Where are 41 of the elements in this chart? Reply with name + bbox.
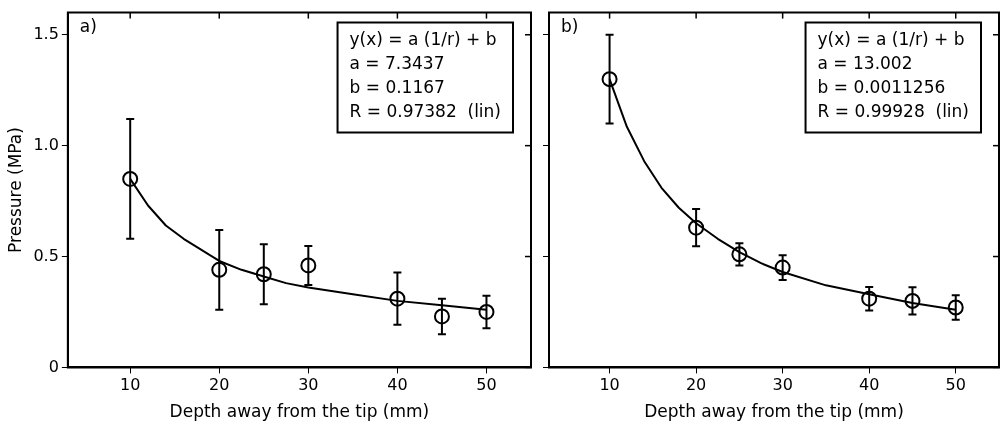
point [478, 303, 495, 320]
x-axis-title: Depth away from the tip (mm) [169, 401, 430, 422]
point [389, 290, 406, 307]
annotation: y(x) = a (1/r) + b [817, 28, 965, 49]
x-tick-label: 40 [387, 375, 408, 395]
x-axis-title: Depth away from the tip (mm) [644, 401, 904, 422]
point [601, 71, 618, 88]
annotation: R = 0.97382 (lin) [349, 100, 502, 121]
annotation: a) [79, 15, 97, 36]
y-tick-label: 0 [48, 356, 59, 376]
point [861, 290, 878, 307]
annotation: b) [561, 15, 579, 36]
x-tick-label: 30 [772, 375, 793, 395]
point [300, 257, 317, 274]
x-tick-label: 50 [476, 375, 497, 395]
point [774, 259, 791, 276]
point [122, 170, 139, 187]
point [433, 308, 450, 325]
x-tick-label: 50 [945, 375, 966, 395]
y-axis-title: Pressure (MPa) [4, 127, 25, 253]
annotation: b = 0.1167 [349, 76, 445, 97]
point [688, 219, 705, 236]
y-tick-label: 0.5 [33, 245, 59, 265]
annotation: a = 7.3437 [349, 52, 445, 73]
y-tick-label: 1.0 [33, 134, 59, 154]
x-tick-label: 40 [859, 375, 880, 395]
x-tick-label: 10 [120, 375, 141, 395]
point [731, 246, 748, 263]
x-tick-label: 10 [599, 375, 620, 395]
point [211, 261, 228, 278]
x-tick-label: 20 [685, 375, 707, 395]
x-tick-label: 30 [298, 375, 319, 395]
annotation: R = 0.99928 (lin) [817, 100, 970, 121]
annotation: y(x) = a (1/r) + b [349, 28, 497, 49]
point [255, 266, 272, 283]
y-tick-label: 1.5 [33, 23, 59, 43]
x-tick-label: 20 [209, 375, 230, 395]
point [947, 299, 964, 316]
annotation: b = 0.0011256 [817, 76, 946, 97]
point [904, 292, 921, 309]
annotation: a = 13.002 [817, 52, 913, 73]
